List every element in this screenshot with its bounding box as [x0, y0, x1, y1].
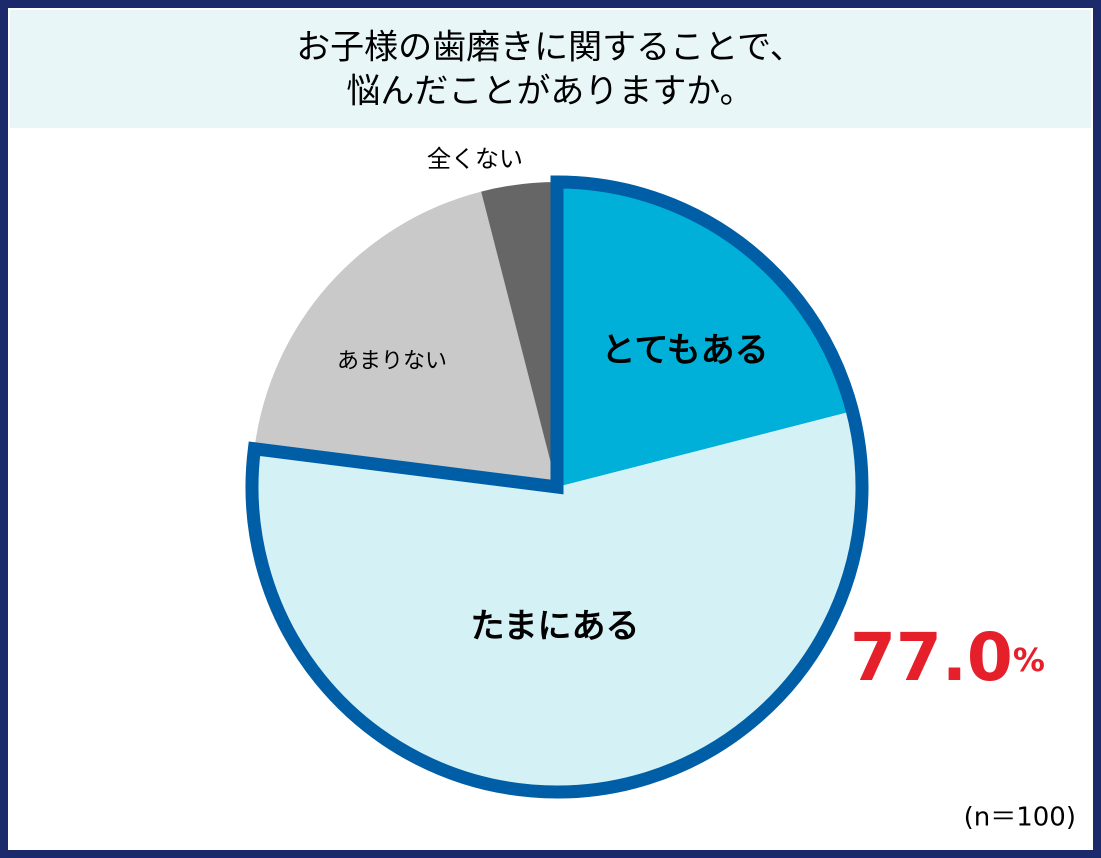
pie-slice: [557, 182, 853, 487]
pie-slice: [251, 411, 862, 792]
highlight-label: 77.0%: [850, 619, 1045, 696]
highlight-outline: [245, 175, 869, 799]
sample-note: (n＝100): [964, 803, 1076, 833]
slice-label: あまりない: [337, 349, 447, 374]
chart-title: お子様の歯磨きに関することで、: [296, 28, 804, 68]
slice-label: 全くない: [427, 145, 523, 173]
pie-slice: [481, 182, 557, 487]
pie-slice: [254, 191, 557, 487]
title-band: [10, 10, 1091, 128]
slice-label: とてもある: [601, 331, 768, 371]
highlight-unit: %: [1013, 641, 1045, 679]
highlight-value: 77.0: [850, 619, 1013, 696]
slice-label: たまにある: [471, 607, 640, 647]
chart-title: 悩んだことがありますか。: [346, 72, 753, 112]
